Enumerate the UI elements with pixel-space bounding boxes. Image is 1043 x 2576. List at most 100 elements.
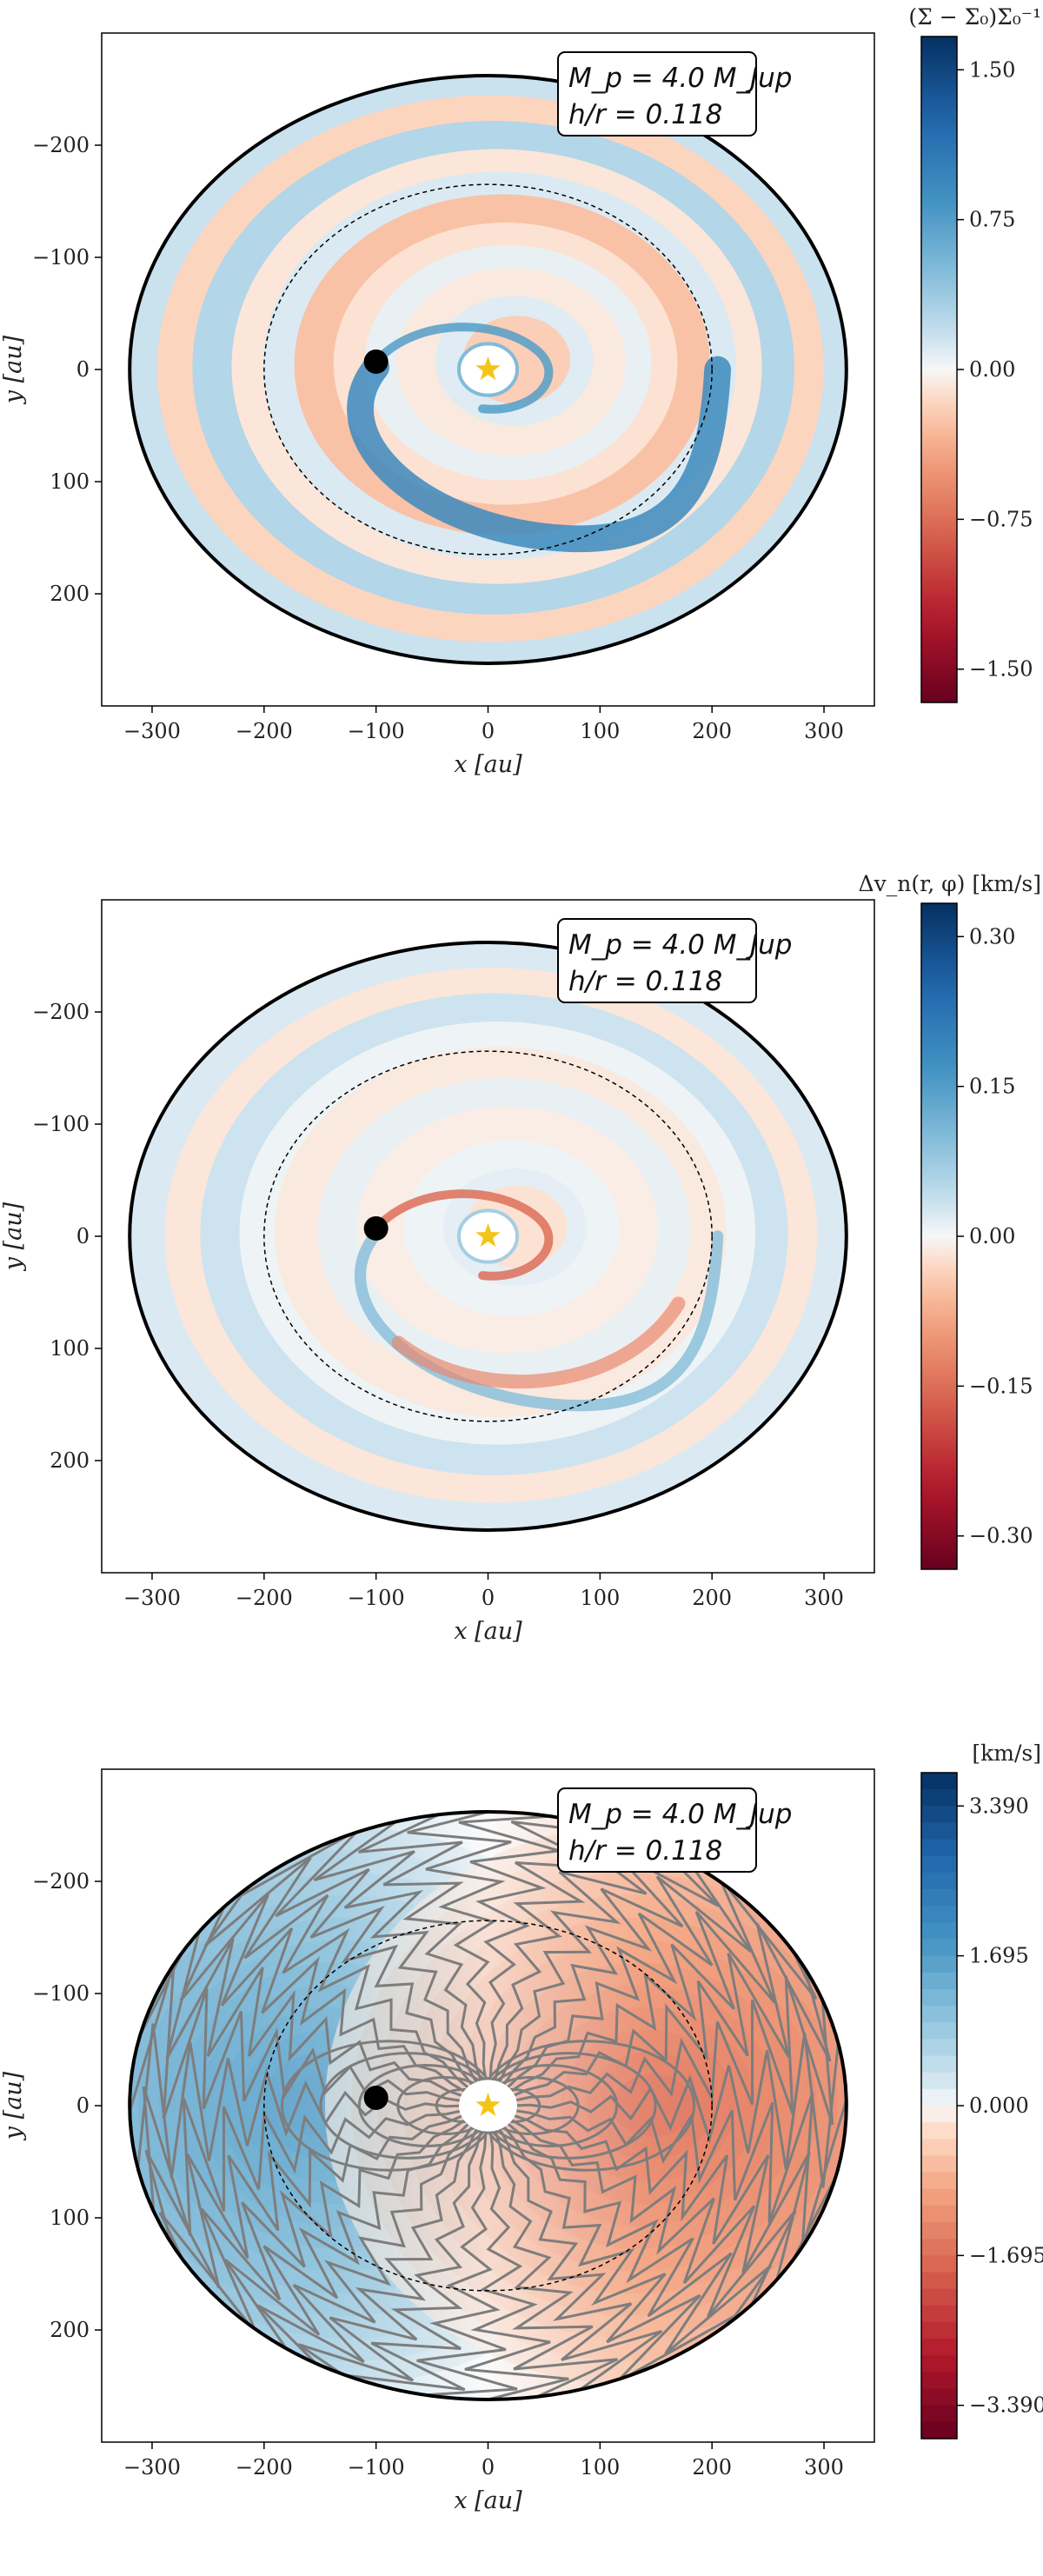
contour-line — [181, 2122, 476, 2400]
colorbar-step — [921, 2072, 957, 2090]
colorbar-step — [921, 2205, 957, 2223]
contour-line — [419, 2127, 613, 2400]
x-tick-label: 300 — [804, 1586, 844, 1610]
annotation-planet-mass: M_p = 4.0 M_Jup — [568, 63, 792, 94]
planet-orbit — [263, 1050, 713, 1422]
x-tick-label: 200 — [692, 2455, 732, 2479]
outer-spiral-arm — [347, 354, 732, 553]
panel-surface-density: −300 −200 −100 0 100 200 300 200 100 0 −100 −200 x [… — [0, 0, 1043, 840]
colorbar-step — [921, 2388, 957, 2406]
x-tick-label: 100 — [580, 1586, 620, 1610]
colorbar-step — [921, 1906, 957, 1923]
colorbar-step — [921, 2405, 957, 2423]
annotation-box — [557, 51, 757, 136]
y-tick-label: 200 — [50, 582, 90, 606]
y-tick-label: −100 — [32, 1112, 90, 1136]
star-marker — [475, 2093, 501, 2117]
contour-line — [229, 2125, 480, 2400]
colorbar-tick-label: 3.390 — [969, 1794, 1029, 1818]
contour-line — [493, 1812, 689, 2085]
colorbar-tick-label: −0.30 — [969, 1524, 1033, 1548]
colorbar-step — [921, 2321, 957, 2340]
y-tick-label: −200 — [32, 133, 90, 157]
colorbar-tick-label: 1.695 — [969, 1944, 1029, 1968]
colorbar-step — [921, 1872, 957, 1890]
x-tick-label: 300 — [804, 719, 844, 743]
colorbar-fill — [921, 903, 957, 1569]
colorbar-tick-label: 0.15 — [969, 1075, 1015, 1099]
colorbar-title: [km/s] — [972, 1741, 1041, 1766]
colorbar-step — [921, 2222, 957, 2240]
contour-line — [351, 2127, 548, 2400]
annotation-planet-mass: M_p = 4.0 M_Jup — [568, 929, 792, 961]
y-tick-label: 200 — [50, 1448, 90, 1473]
y-tick-label: 100 — [50, 469, 90, 494]
y-tick-label: −200 — [32, 1000, 90, 1024]
colorbar-tick-label: −0.75 — [969, 507, 1033, 531]
colorbar-step — [921, 2022, 957, 2040]
y-axis-label: y [au] — [0, 335, 27, 404]
colorbar-tick-label: −1.50 — [969, 657, 1033, 682]
chart-svg: −300 −200 −100 0 100 200 300 200 100 0 −100 −200 x [… — [0, 1741, 1043, 2514]
contour-line — [363, 1812, 557, 2084]
x-tick-label: 300 — [804, 2455, 844, 2479]
disk-image — [130, 1812, 847, 2400]
colorbar-step — [921, 2421, 957, 2440]
colorbar-tick-label: −1.695 — [969, 2243, 1043, 2267]
x-axis-label: x [au] — [454, 2487, 522, 2514]
disk-outer-edge — [128, 1810, 848, 2401]
x-tick-label: −200 — [236, 719, 293, 743]
y-tick-label: 0 — [76, 1224, 90, 1248]
chart-svg: −300 −200 −100 0 100 200 300 200 100 0 −100 −200 x [… — [0, 871, 1041, 1645]
star-marker — [475, 1223, 501, 1248]
contour-line — [496, 1812, 747, 2087]
y-tick-label: 100 — [50, 2206, 90, 2230]
y-tick-label: 0 — [76, 2093, 90, 2118]
x-tick-label: 0 — [482, 719, 495, 743]
y-tick-label: 0 — [76, 357, 90, 382]
colorbar-step — [921, 1789, 957, 1807]
planet-marker — [363, 1215, 389, 1241]
panel-velocity-perturbation: −300 −200 −100 0 100 200 300 200 100 0 −100 −200 x [… — [0, 867, 1043, 1707]
colorbar-tick-label: 0.30 — [969, 924, 1015, 949]
chart-svg: −300 −200 −100 0 100 200 300 200 100 0 −100 −200 x [… — [0, 4, 1041, 778]
panel-line-of-sight-velocity: −300 −200 −100 0 100 200 300 200 100 0 −100 −200 x [… — [0, 1736, 1043, 2576]
colorbar-step — [921, 1822, 957, 1840]
colorbar-tick-label: 0.75 — [969, 208, 1015, 232]
colorbar-fill — [921, 37, 957, 702]
x-tick-label: −300 — [123, 2455, 181, 2479]
annotation-box — [557, 918, 757, 1003]
colorbar-step — [921, 1889, 957, 1907]
planet-marker — [363, 2085, 389, 2110]
annotation-aspect-ratio: h/r = 0.118 — [568, 1835, 722, 1867]
colorbar-step — [921, 2155, 957, 2173]
contour-line — [428, 1812, 625, 2084]
y-axis-label: y [au] — [0, 2071, 27, 2140]
annotation-box — [557, 1787, 757, 1873]
colorbar-step — [921, 1972, 957, 1990]
disk-outer-edge — [128, 74, 848, 665]
x-tick-label: −100 — [348, 1586, 405, 1610]
colorbar-step — [921, 1955, 957, 1974]
x-axis-label: x [au] — [454, 751, 522, 778]
colorbar-step — [921, 1773, 957, 1790]
colorbar-step — [921, 2339, 957, 2356]
x-tick-label: 0 — [482, 2455, 495, 2479]
colorbar-step — [921, 2255, 957, 2273]
colorbar-tick-label: −0.15 — [969, 1374, 1033, 1398]
colorbar-step — [921, 1922, 957, 1940]
colorbar-step — [921, 2355, 957, 2373]
colorbar-step — [921, 1839, 957, 1857]
star-marker — [475, 356, 501, 381]
colorbar-step — [921, 2172, 957, 2190]
annotation-planet-mass: M_p = 4.0 M_Jup — [568, 1799, 792, 1830]
x-axis-label: x [au] — [454, 1618, 522, 1645]
planet-orbit — [263, 1920, 713, 2292]
colorbar-step — [921, 2272, 957, 2290]
colorbar-title: (Σ − Σ₀)Σ₀⁻¹ — [908, 4, 1041, 30]
contour-line — [500, 1812, 795, 2089]
y-tick-label: 200 — [50, 2318, 90, 2342]
colorbar-title: Δv_n(r, φ) [km/s] — [859, 871, 1041, 896]
colorbar-tick-label: −3.390 — [969, 2393, 1043, 2418]
y-tick-label: −200 — [32, 1869, 90, 1894]
